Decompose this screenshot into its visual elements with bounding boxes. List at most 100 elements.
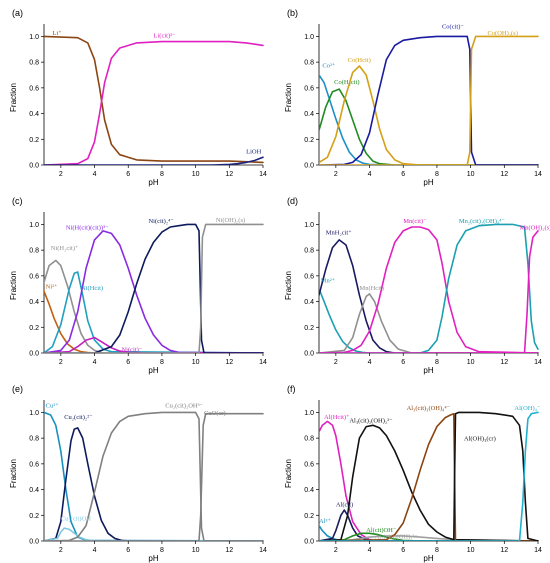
panel-label-c: (c) [12,196,23,206]
series-d-mn2-cit-2-oh-4 [319,223,539,353]
panel-label-a: (a) [12,8,23,18]
panel-b: (b) 0.0 0.2 0.4 0.6 0.8 1.0 2 4 6 8 10 12 14 pH Fractio… [284,8,542,187]
y-tick-label-f: 1.0 [304,410,314,417]
x-tick-label-e: 2 [59,547,63,554]
species-label-f: Al₃(cit)₃(OH)₂³⁻ [375,533,419,540]
x-tick-label-f: 12 [500,547,508,554]
x-tick-label-a: 2 [59,171,63,178]
species-label-c: Ni(OH)₂(s) [216,217,245,224]
y-tick-label-b: 0.6 [304,85,314,92]
x-tick-label-a: 14 [259,171,267,178]
y-tick-label-f: 0.4 [304,487,314,494]
y-tick-label-e: 0.4 [29,487,39,494]
x-tick-label-f: 14 [534,547,542,554]
species-label-f: Al³⁺ [319,518,331,525]
species-label-f: Al₃(cit)₂(OH)₂²⁻ [349,418,393,425]
y-tick-label-e: 1.0 [29,410,39,417]
species-label-e: Cu₂(cit)₂OH³⁻ [165,402,203,409]
x-tick-label-d: 2 [334,359,338,366]
x-tick-label-c: 6 [126,359,130,366]
x-tick-label-e: 6 [126,547,130,554]
y-tick-label-e: 0.0 [29,539,39,546]
x-tick-label-c: 14 [259,359,267,366]
x-tick-label-b: 14 [534,171,542,178]
species-label-b: Co(Hcit) [348,57,371,64]
x-axis-title-a: pH [148,178,158,187]
y-tick-label-a: 1.0 [29,34,39,41]
species-label-c: Ni²⁺ [46,284,58,291]
y-tick-label-b: 0.8 [304,60,314,67]
y-tick-label-e: 0.6 [29,461,39,468]
x-tick-label-d: 6 [401,359,405,366]
y-tick-label-d: 1.0 [304,222,314,229]
panel-label-b: (b) [287,8,298,18]
species-label-d: Mn(Hcit) [359,285,384,292]
species-label-d: Mn(OH)₂(s) [519,225,550,232]
x-tick-label-d: 14 [534,359,542,366]
species-label-e: Cu₂(cit)OH [61,515,91,522]
x-tick-label-b: 2 [334,171,338,178]
y-tick-label-e: 0.2 [29,513,39,520]
series-e-cu2-cit-oh [44,527,264,541]
y-tick-label-d: 0.4 [304,299,314,306]
series-c-ni-h-cit-cit-3 [44,230,264,353]
x-tick-label-e: 14 [259,547,267,554]
y-axis-title-c: Fraction [9,271,18,300]
panel-label-f: (f) [287,384,296,394]
species-label-d: Mn₂(cit)₂(OH)₄⁴⁻ [459,218,506,225]
x-tick-label-b: 6 [401,171,405,178]
series-a-li [44,35,264,164]
series-b-co2 [319,74,539,165]
series-f-al3-cit-2-oh-2-2 [319,424,539,541]
y-tick-label-f: 0.6 [304,461,314,468]
species-label-e: CuO(cr) [204,410,226,417]
species-label-c: Ni(cit)⁻ [121,347,142,354]
species-label-c: Ni(cit)₂⁴⁻ [148,218,174,225]
x-tick-label-e: 10 [192,547,200,554]
x-tick-label-a: 10 [192,171,200,178]
x-tick-label-a: 8 [160,171,164,178]
panel-f: (f) 0.0 0.2 0.4 0.6 0.8 1.0 2 4 6 8 10 12 14 pH Fractio… [284,384,542,563]
x-tick-label-f: 6 [401,547,405,554]
y-tick-label-a: 0.2 [29,137,39,144]
x-tick-label-f: 10 [467,547,475,554]
y-tick-label-b: 0.4 [304,111,314,118]
y-axis-title-a: Fraction [9,83,18,112]
x-tick-label-f: 8 [435,547,439,554]
x-axis-title-e: pH [148,554,158,563]
x-axis-title-c: pH [148,366,158,375]
species-label-d: Mn(cit)⁻ [403,218,427,225]
y-tick-label-c: 0.6 [29,273,39,280]
species-label-b: Co(cit)⁻ [442,24,464,31]
y-tick-label-e: 0.8 [29,436,39,443]
x-tick-label-b: 4 [368,171,372,178]
series-c-ni-oh-2-s [44,223,264,353]
series-b-co-cit [319,35,539,165]
x-tick-label-e: 12 [225,547,233,554]
panel-d: (d) 0.0 0.2 0.4 0.6 0.8 1.0 2 4 6 8 10 12 14 pH Fractio… [284,196,550,375]
species-label-f: Al(cit)OH⁻ [366,527,397,534]
series-b-co-oh-2-s [319,35,539,165]
x-tick-label-b: 8 [435,171,439,178]
y-tick-label-c: 0.0 [29,351,39,358]
series-d-mn-hcit [319,293,539,353]
series-f-al-oh-3-cr [319,411,539,541]
series-a-lioh [44,156,264,165]
x-axis-title-d: pH [423,366,433,375]
species-label-f: Al₃(cit)₃(OH)₄⁴⁻ [407,405,451,412]
y-axis-title-b: Fraction [284,83,293,112]
x-axis-title-f: pH [423,554,433,563]
y-tick-label-a: 0.8 [29,60,39,67]
x-tick-label-a: 4 [93,171,97,178]
y-tick-label-c: 0.8 [29,248,39,255]
series-d-mnh2cit [319,239,539,353]
species-label-a: Li⁺ [52,30,62,37]
x-tick-label-c: 8 [160,359,164,366]
series-c-ni-h2cit [44,259,264,353]
x-tick-label-f: 4 [368,547,372,554]
y-axis-title-d: Fraction [284,271,293,300]
species-label-c: Ni(Hcit) [81,285,103,292]
species-label-b: Co²⁺ [322,62,336,69]
panel-e: (e) 0.0 0.2 0.4 0.6 0.8 1.0 2 4 6 8 10 12 14 pH Fractio… [9,384,267,563]
